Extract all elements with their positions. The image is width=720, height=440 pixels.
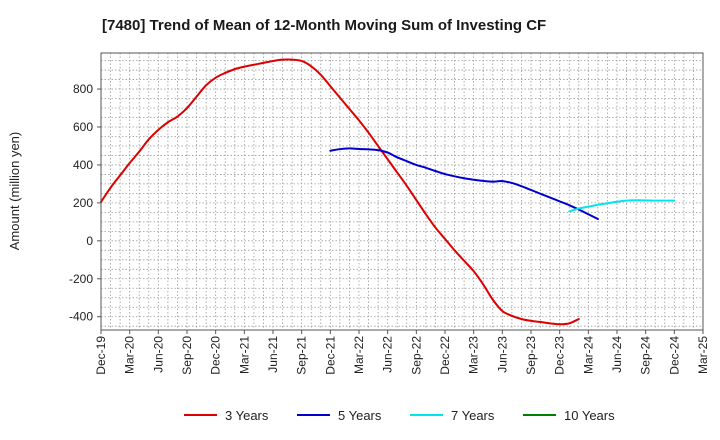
x-tick-label: Mar-23 xyxy=(467,336,481,374)
y-axis-ticks: -400 -200 0 200 400 600 800 xyxy=(69,82,101,324)
legend-label-7-years: 7 Years xyxy=(451,408,495,423)
x-tick-label: Sep-20 xyxy=(180,336,194,375)
plot-area xyxy=(101,53,703,330)
x-tick-label: Dec-22 xyxy=(438,336,452,375)
y-tick-label: 200 xyxy=(73,196,93,210)
x-tick-label: Mar-24 xyxy=(581,336,595,374)
plot-frame xyxy=(100,52,704,331)
y-axis-label: Amount (million yen) xyxy=(7,132,22,251)
x-tick-label: Jun-22 xyxy=(381,336,395,373)
series-line-5-years xyxy=(329,147,599,221)
y-tick-label: 400 xyxy=(73,158,93,172)
x-tick-label: Mar-22 xyxy=(352,336,366,374)
chart-title: [7480] Trend of Mean of 12-Month Moving … xyxy=(102,17,546,34)
x-tick-label: Sep-22 xyxy=(409,336,423,375)
y-tick-label: 600 xyxy=(73,120,93,134)
x-tick-label: Mar-25 xyxy=(696,336,710,374)
x-tick-label: Mar-21 xyxy=(237,336,251,374)
series-line-7-years xyxy=(568,199,676,213)
x-tick-label: Dec-23 xyxy=(553,336,567,375)
y-tick-label: 800 xyxy=(73,82,93,96)
legend-label-10-years: 10 Years xyxy=(564,408,615,423)
legend-label-5-years: 5 Years xyxy=(338,408,382,423)
x-tick-label: Mar-20 xyxy=(123,336,137,374)
y-tick-label: 0 xyxy=(86,234,93,248)
x-tick-label: Jun-24 xyxy=(610,336,624,373)
x-tick-label: Jun-20 xyxy=(151,336,165,373)
legend-label-3-years: 3 Years xyxy=(225,408,269,423)
y-tick-label: -400 xyxy=(69,310,93,324)
x-axis-ticks: Dec-19 Mar-20 Jun-20 Sep-20 Dec-20 Mar-21 Jun-… xyxy=(94,330,710,375)
x-tick-label: Sep-23 xyxy=(524,336,538,375)
x-tick-label: Jun-23 xyxy=(495,336,509,373)
legend: 3 Years 5 Years 7 Years 10 Years xyxy=(184,408,615,423)
x-tick-label: Jun-21 xyxy=(266,336,280,373)
x-tick-label: Dec-21 xyxy=(323,336,337,375)
x-tick-label: Dec-19 xyxy=(94,336,108,375)
series-layer xyxy=(100,58,676,326)
y-tick-label: -200 xyxy=(69,272,93,286)
x-tick-label: Sep-24 xyxy=(639,336,653,375)
x-tick-label: Sep-21 xyxy=(295,336,309,375)
grid xyxy=(101,53,703,330)
x-tick-label: Dec-20 xyxy=(209,336,223,375)
series-line-3-years xyxy=(100,58,580,326)
x-tick-label: Dec-24 xyxy=(667,336,681,375)
